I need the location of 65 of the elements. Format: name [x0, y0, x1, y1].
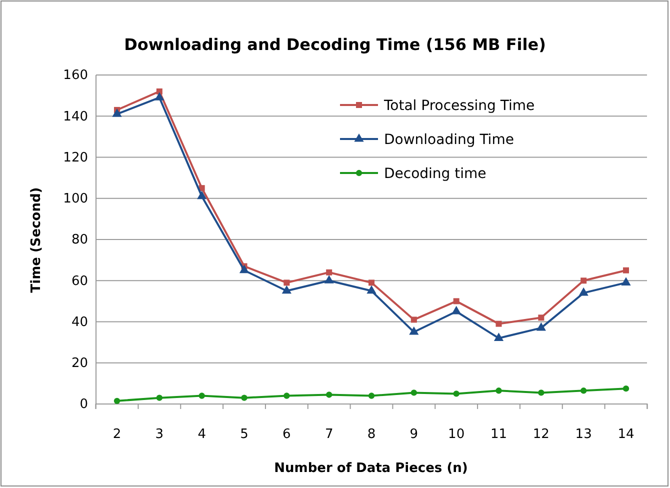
point — [538, 314, 544, 321]
y-tick-label: 40 — [71, 314, 88, 330]
point — [156, 88, 162, 94]
x-tick-label: 14 — [618, 427, 634, 442]
x-tick-label: 2 — [112, 427, 122, 442]
chart-title: Downloading and Decoding Time (156 MB File) — [124, 35, 546, 54]
x-axis-title: Number of Data Pieces (n) — [274, 461, 468, 476]
y-tick-label: 140 — [63, 109, 88, 124]
point — [538, 390, 544, 396]
x-tick-label: 10 — [448, 427, 465, 442]
x-tick-label: 12 — [532, 427, 550, 442]
point — [496, 388, 502, 394]
y-axis-title: Time (Second) — [29, 187, 44, 293]
point — [284, 392, 290, 399]
point — [114, 398, 120, 404]
point — [366, 285, 376, 294]
point — [241, 394, 248, 401]
point — [326, 392, 332, 398]
x-tick-label: 8 — [367, 427, 376, 442]
point — [112, 108, 122, 117]
point — [453, 390, 460, 397]
point — [536, 322, 546, 331]
x-tick-label: 4 — [198, 427, 206, 442]
point — [580, 388, 587, 394]
point — [368, 392, 375, 399]
y-tick-label: 0 — [80, 397, 88, 412]
point — [453, 298, 460, 304]
point — [239, 264, 250, 274]
y-tick-label: 80 — [71, 232, 88, 248]
legend-label: Decoding time — [384, 166, 486, 182]
point — [282, 285, 292, 294]
point — [324, 275, 334, 284]
x-tick-label: 7 — [324, 427, 334, 442]
point — [452, 306, 462, 314]
y-tick-label: 120 — [63, 150, 88, 166]
y-tick-label: 160 — [63, 68, 88, 84]
y-tick-label: 20 — [71, 356, 88, 372]
point — [409, 326, 419, 335]
point — [410, 316, 417, 323]
point — [156, 394, 163, 401]
point — [496, 320, 502, 327]
x-tick-label: 3 — [155, 427, 164, 442]
legend-label: Total Processing Time — [383, 98, 535, 114]
x-tick-label: 11 — [490, 427, 508, 442]
legend-label: Downloading Time — [384, 132, 514, 148]
point — [494, 332, 504, 341]
y-tick-label: 100 — [63, 192, 88, 207]
point — [154, 92, 164, 100]
point — [198, 185, 205, 192]
point — [197, 190, 207, 200]
point — [578, 287, 588, 296]
point — [368, 280, 374, 286]
x-tick-label: 13 — [575, 427, 592, 442]
point — [284, 280, 290, 286]
x-tick-label: 9 — [410, 427, 418, 442]
x-tick-label: 5 — [240, 427, 248, 442]
point — [621, 277, 631, 286]
point — [326, 269, 332, 276]
y-tick-label: 60 — [71, 274, 88, 289]
point — [580, 278, 587, 284]
point — [410, 390, 418, 396]
point — [198, 392, 205, 399]
point — [622, 385, 630, 392]
x-tick-label: 6 — [282, 427, 291, 442]
point — [623, 267, 629, 274]
